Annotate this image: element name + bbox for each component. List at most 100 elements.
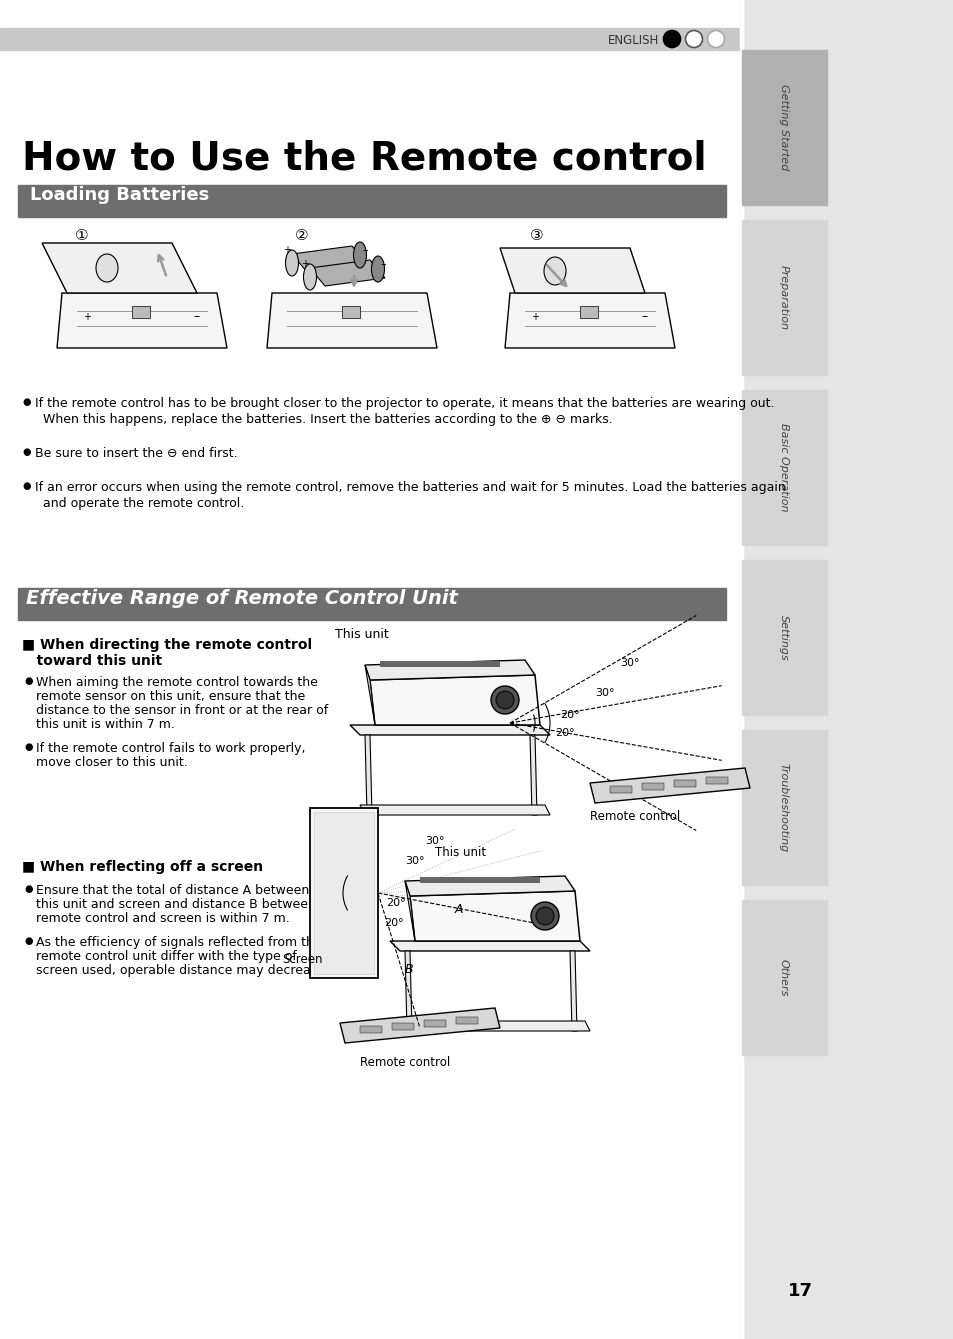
Ellipse shape [285, 250, 298, 276]
Polygon shape [310, 807, 377, 977]
Ellipse shape [536, 907, 554, 925]
Ellipse shape [96, 254, 118, 283]
Polygon shape [410, 890, 579, 941]
Text: Basic Operation: Basic Operation [779, 423, 788, 511]
Polygon shape [530, 735, 537, 815]
Polygon shape [267, 293, 436, 348]
Polygon shape [399, 1022, 589, 1031]
Text: Screen: Screen [282, 953, 322, 965]
Text: Effective Range of Remote Control Unit: Effective Range of Remote Control Unit [26, 589, 457, 608]
Text: Remote control: Remote control [359, 1056, 450, 1069]
Text: distance to the sensor in front or at the rear of: distance to the sensor in front or at th… [36, 704, 328, 716]
Text: move closer to this unit.: move closer to this unit. [36, 757, 188, 769]
Text: Be sure to insert the ⊖ end first.: Be sure to insert the ⊖ end first. [35, 447, 237, 461]
Ellipse shape [354, 242, 366, 268]
Polygon shape [57, 293, 227, 348]
Text: remote sensor on this unit, ensure that the: remote sensor on this unit, ensure that … [36, 690, 305, 703]
Text: ENGLISH: ENGLISH [607, 33, 659, 47]
Text: ③: ③ [530, 228, 543, 242]
Polygon shape [292, 246, 367, 272]
Text: toward this unit: toward this unit [22, 653, 162, 668]
Text: this unit and screen and distance B between: this unit and screen and distance B betw… [36, 898, 315, 911]
Bar [18, 588, 725, 620]
Text: 20°: 20° [386, 898, 405, 908]
Polygon shape [365, 660, 535, 680]
Bar [741, 50, 826, 205]
Bar [314, 811, 374, 973]
Text: Ensure that the total of distance A between: Ensure that the total of distance A betw… [36, 884, 309, 897]
Text: –: – [193, 311, 200, 324]
Text: Preparation: Preparation [779, 265, 788, 329]
Text: Remote control: Remote control [589, 810, 679, 823]
Text: ②: ② [294, 228, 309, 242]
Text: +: + [83, 312, 91, 321]
Polygon shape [365, 735, 372, 815]
Ellipse shape [496, 691, 514, 708]
Bar [419, 877, 539, 882]
Text: When this happens, replace the batteries. Insert the batteries according to the : When this happens, replace the batteries… [35, 412, 612, 426]
Text: ●: ● [24, 884, 32, 894]
Text: ●: ● [24, 936, 32, 945]
Circle shape [685, 31, 701, 47]
Text: 30°: 30° [595, 688, 614, 698]
Bar [741, 390, 826, 545]
Ellipse shape [303, 264, 316, 291]
Polygon shape [405, 951, 412, 1031]
Polygon shape [499, 248, 644, 293]
Bar [673, 781, 696, 787]
Bar [609, 786, 631, 793]
Text: ●: ● [24, 676, 32, 686]
Polygon shape [370, 675, 539, 724]
Polygon shape [589, 769, 749, 803]
Ellipse shape [543, 257, 565, 285]
Text: Others: Others [779, 959, 788, 996]
Text: B: B [405, 963, 414, 976]
Text: 20°: 20° [384, 919, 403, 928]
Polygon shape [42, 242, 196, 293]
Text: 30°: 30° [405, 856, 424, 866]
Bar [741, 900, 826, 1055]
Text: –: – [641, 311, 647, 324]
Circle shape [662, 31, 679, 47]
Text: 20°: 20° [559, 710, 579, 720]
Text: ■ When directing the remote control: ■ When directing the remote control [22, 637, 312, 652]
Text: If the remote control fails to work properly,: If the remote control fails to work prop… [36, 742, 305, 755]
Text: screen used, operable distance may decrease.: screen used, operable distance may decre… [36, 964, 329, 977]
Polygon shape [405, 881, 415, 941]
Text: This unit: This unit [435, 846, 486, 860]
Text: ●: ● [22, 447, 30, 457]
Bar [341, 307, 359, 317]
Text: When aiming the remote control towards the: When aiming the remote control towards t… [36, 676, 317, 690]
Circle shape [707, 31, 723, 47]
Text: How to Use the Remote control: How to Use the Remote control [22, 141, 706, 178]
Bar [456, 1018, 477, 1024]
Ellipse shape [491, 686, 518, 714]
Bar [18, 185, 725, 217]
Text: A: A [455, 902, 463, 916]
Text: This unit: This unit [335, 628, 388, 641]
Bar [705, 777, 727, 785]
Bar [741, 220, 826, 375]
Text: +: + [301, 258, 309, 269]
Bar [740, 0, 953, 1339]
Text: Troubleshooting: Troubleshooting [779, 763, 788, 852]
Text: 17: 17 [786, 1281, 812, 1300]
Polygon shape [310, 260, 385, 287]
Polygon shape [350, 724, 550, 735]
Ellipse shape [371, 256, 384, 283]
Polygon shape [365, 665, 375, 724]
Bar [579, 307, 598, 317]
Bar [741, 730, 826, 885]
Bar [741, 560, 826, 715]
Bar [132, 307, 150, 317]
Text: ■ When reflecting off a screen: ■ When reflecting off a screen [22, 860, 263, 874]
Text: ①: ① [75, 228, 89, 242]
Text: Loading Batteries: Loading Batteries [30, 186, 209, 204]
Bar [379, 661, 499, 667]
Polygon shape [390, 941, 589, 951]
Text: If the remote control has to be brought closer to the projector to operate, it m: If the remote control has to be brought … [35, 396, 774, 410]
Text: remote control and screen is within 7 m.: remote control and screen is within 7 m. [36, 912, 290, 925]
Bar [359, 1026, 381, 1032]
Bar [0, 28, 740, 50]
Text: –: – [380, 258, 385, 269]
